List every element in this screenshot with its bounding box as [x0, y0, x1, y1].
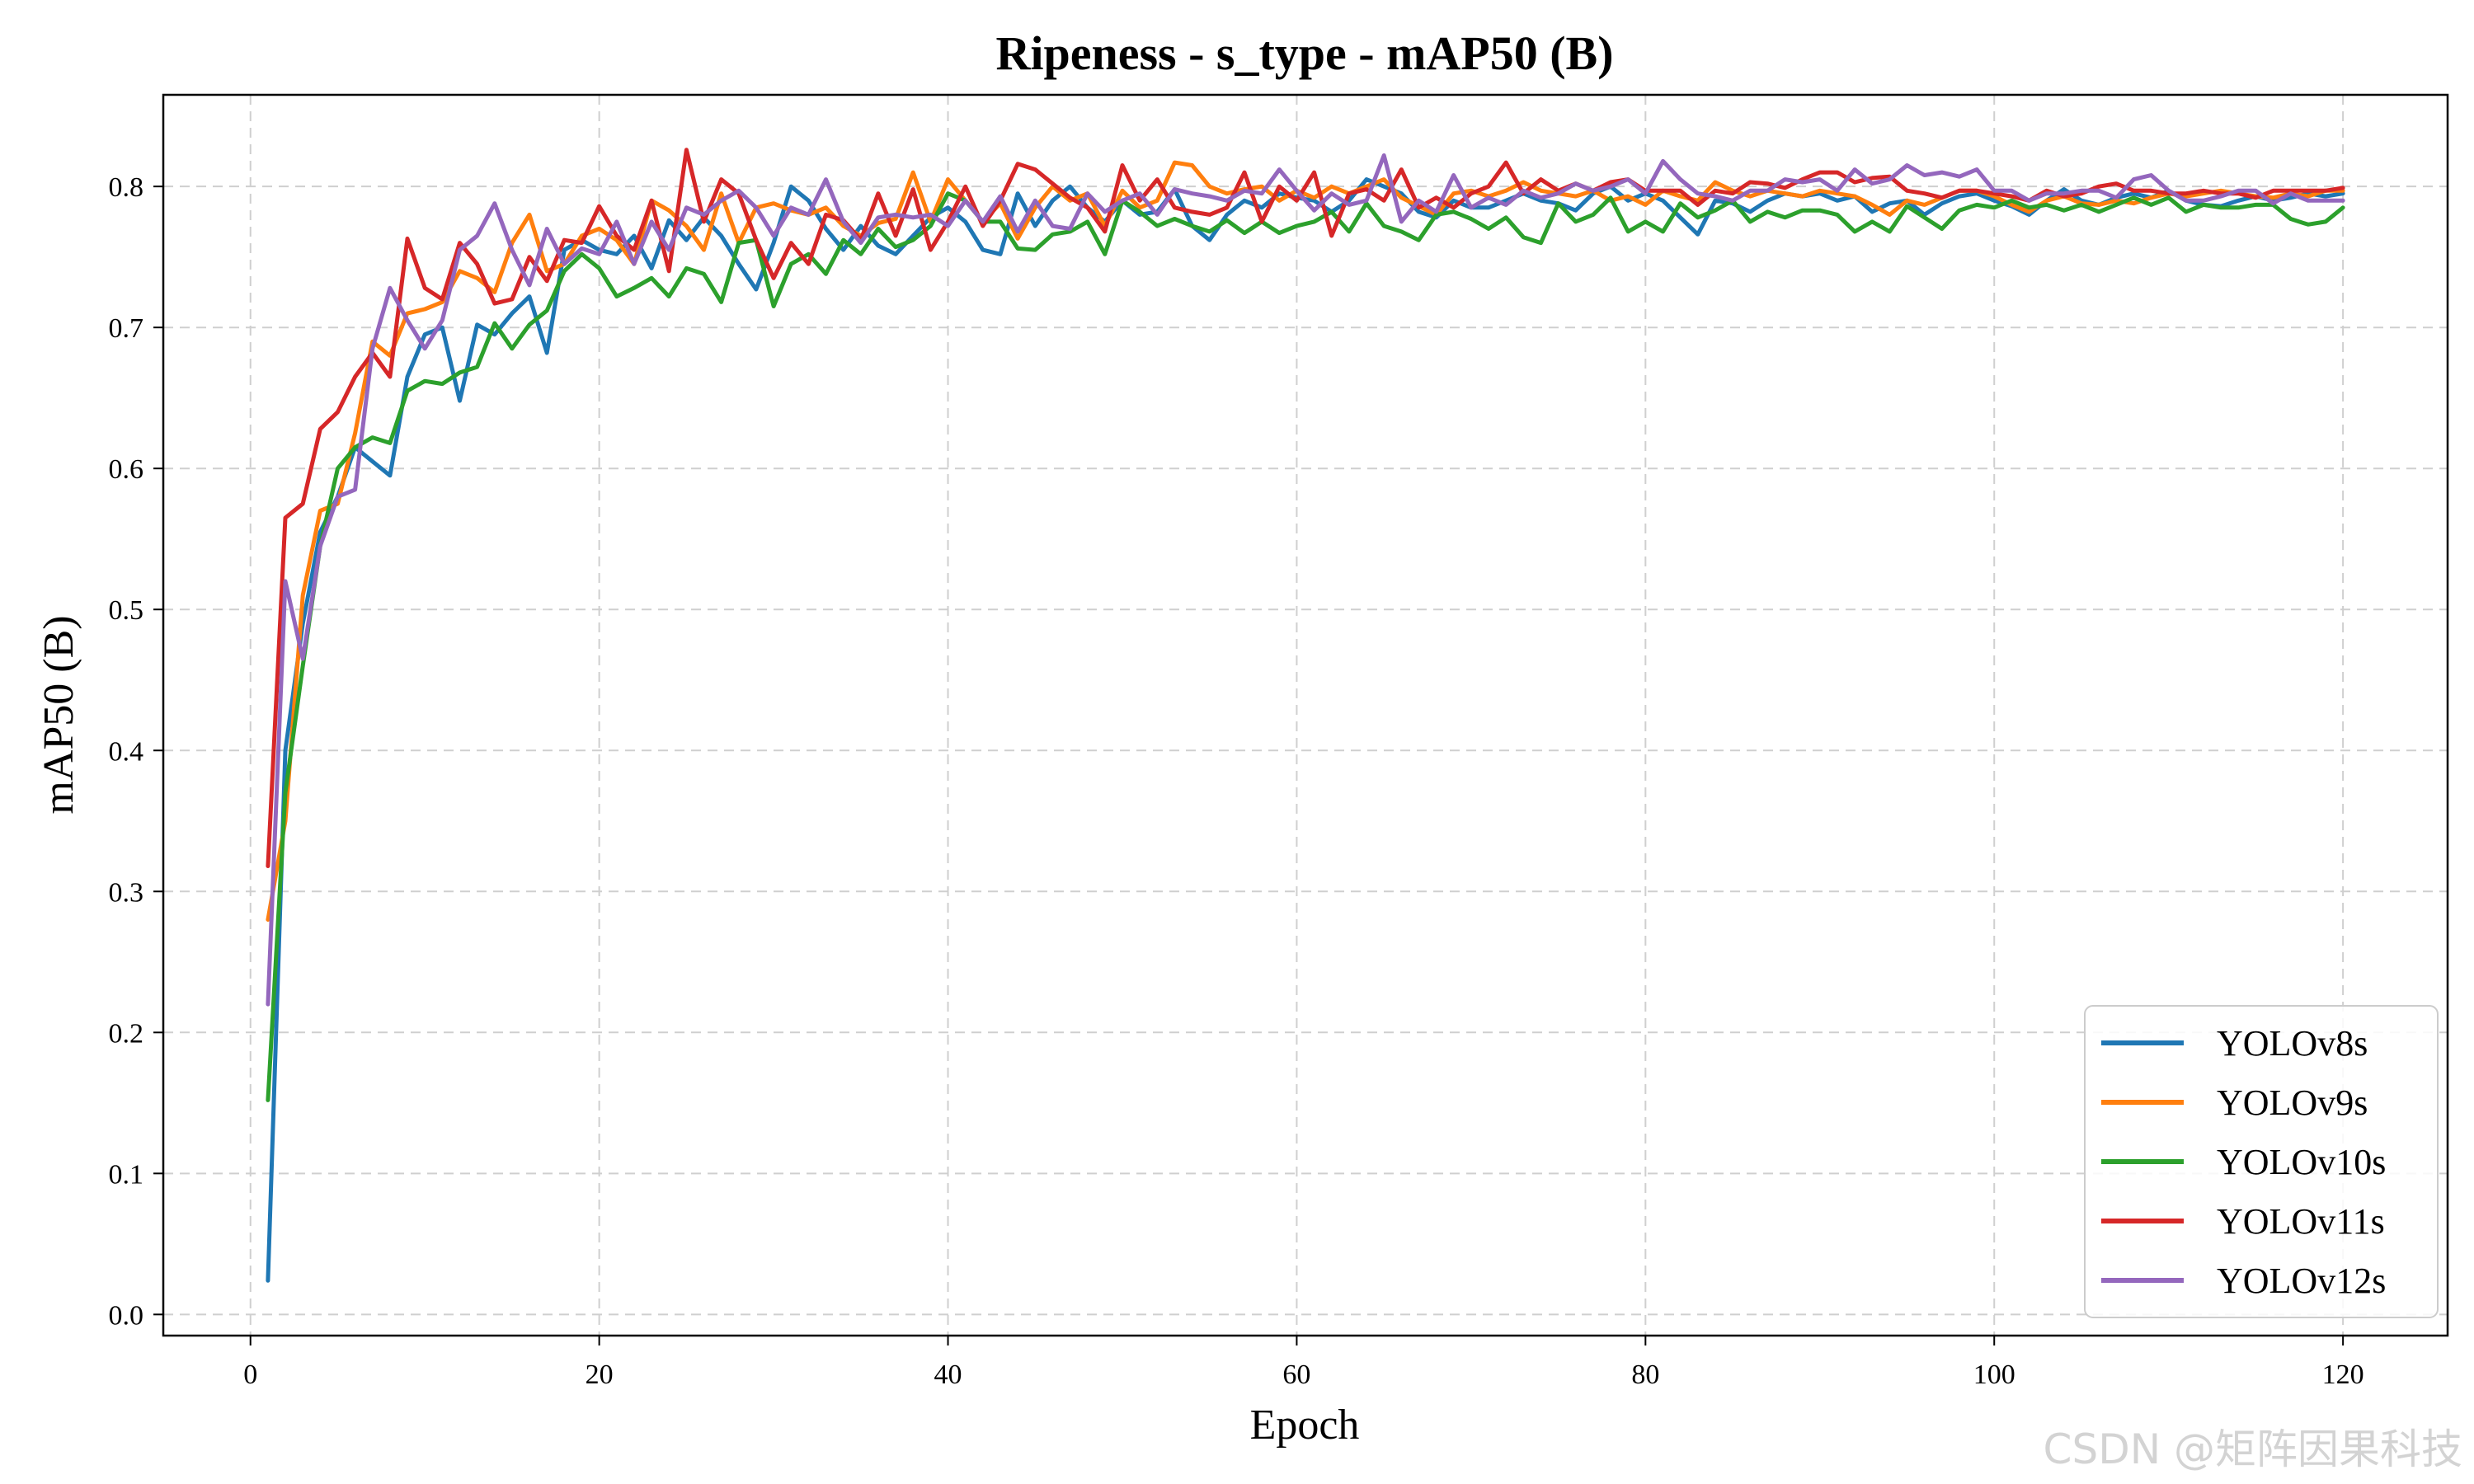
series-lines — [266, 148, 2345, 1283]
axis-ticks: 0 20 40 60 80 100 120 0.0 0.1 0.2 0.3 0.4 0.5 0.6 0.7 0… — [109, 172, 2364, 1390]
legend-label-yolov11s: YOLOv11s — [2217, 1201, 2385, 1242]
x-tick-label: 100 — [1973, 1360, 2015, 1390]
series-line-yolov12s — [266, 153, 2345, 1007]
grid — [163, 95, 2448, 1336]
y-tick-label: 0.2 — [109, 1018, 144, 1049]
legend: YOLOv8s YOLOv9s YOLOv10s YOLOv11s YOLOv12s — [2084, 1005, 2439, 1318]
legend-label-yolov9s: YOLOv9s — [2217, 1082, 2368, 1123]
x-tick-label: 60 — [1282, 1360, 1310, 1390]
chart-title: Ripeness - s_type - mAP50 (B) — [995, 26, 1613, 80]
x-tick-label: 80 — [1631, 1360, 1659, 1390]
series-line-yolov9s — [266, 160, 2345, 922]
y-tick-label: 0.8 — [109, 172, 144, 203]
y-tick-label: 0.4 — [109, 736, 144, 767]
plot-frame — [162, 93, 2449, 1337]
y-tick-label: 0.0 — [109, 1300, 144, 1331]
series-line-yolov8s — [266, 177, 2345, 1283]
y-tick-label: 0.3 — [109, 877, 144, 908]
y-tick-label: 0.7 — [109, 313, 144, 344]
y-axis-label: mAP50 (B) — [35, 615, 82, 814]
watermark: CSDN @矩阵因果科技 — [2043, 1425, 2462, 1473]
x-tick-label: 20 — [586, 1360, 614, 1390]
y-tick-label: 0.6 — [109, 454, 144, 485]
y-tick-label: 0.1 — [109, 1159, 144, 1190]
series-line-yolov10s — [266, 191, 2345, 1102]
legend-label-yolov12s: YOLOv12s — [2217, 1261, 2386, 1301]
x-tick-label: 120 — [2322, 1360, 2364, 1390]
x-axis-label: Epoch — [1250, 1402, 1360, 1449]
y-tick-label: 0.5 — [109, 595, 144, 626]
x-tick-label: 0 — [243, 1360, 257, 1390]
legend-label-yolov10s: YOLOv10s — [2217, 1142, 2386, 1182]
legend-box — [2084, 1005, 2439, 1318]
x-tick-label: 40 — [934, 1360, 962, 1390]
legend-label-yolov8s: YOLOv8s — [2217, 1023, 2368, 1064]
